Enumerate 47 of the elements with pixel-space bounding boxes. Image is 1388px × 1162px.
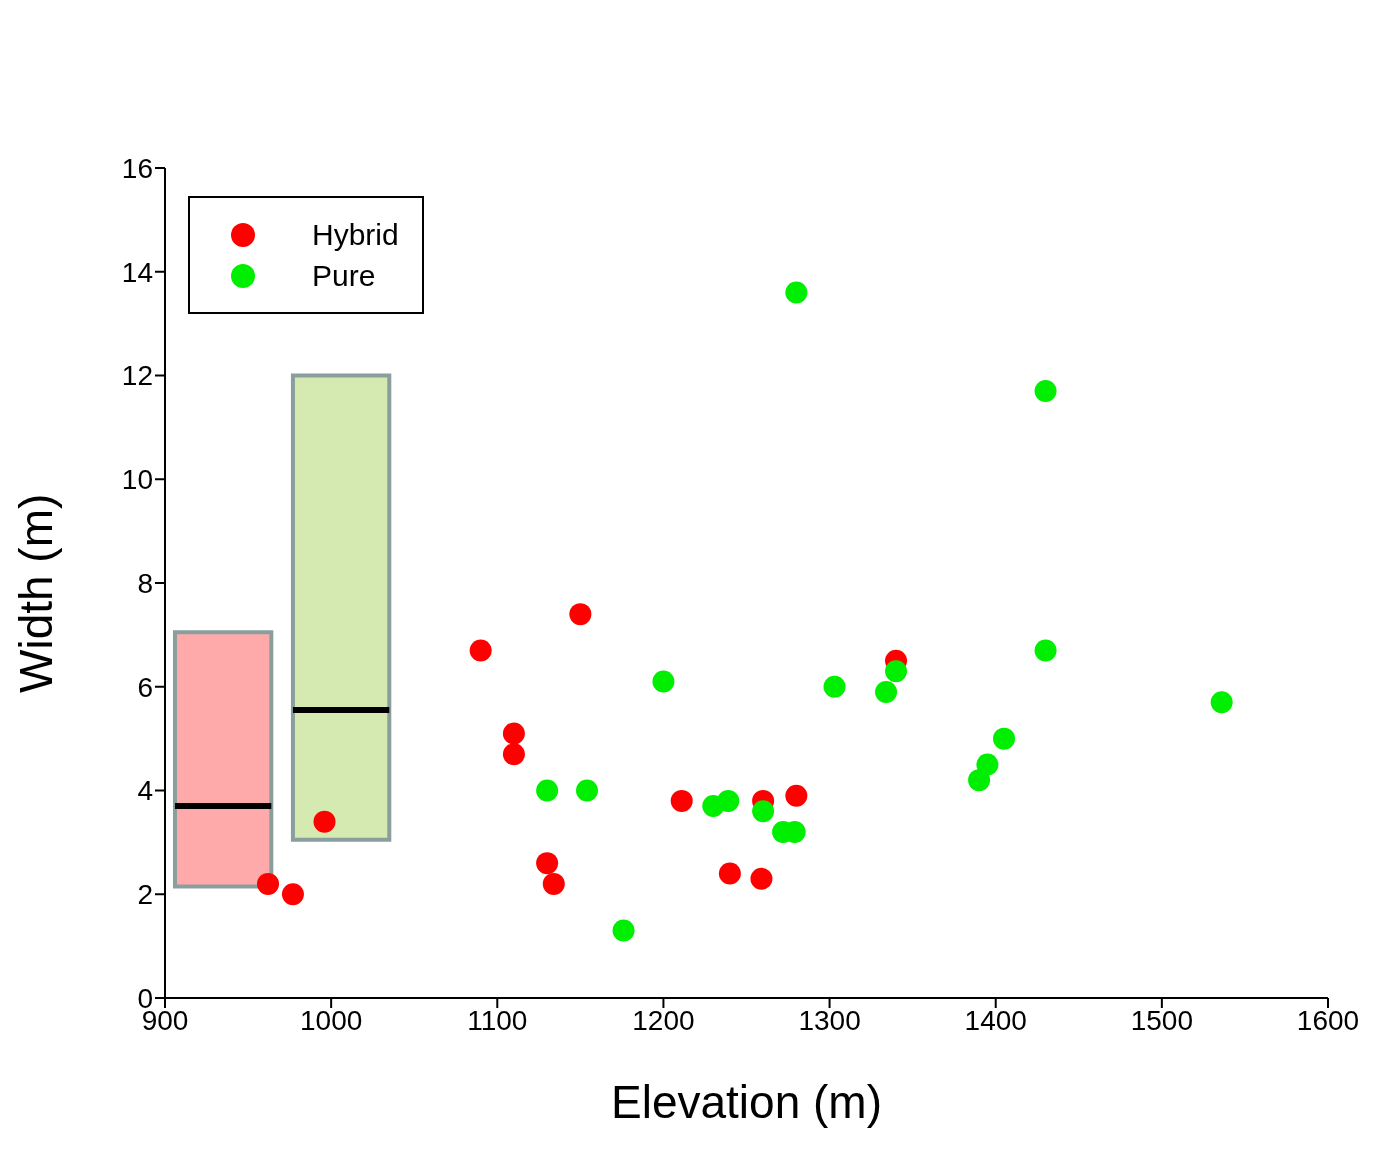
x-tick-label: 1400 (964, 1004, 1027, 1036)
point (652, 670, 675, 693)
point (1034, 380, 1057, 403)
point (670, 789, 693, 812)
point (469, 639, 492, 662)
point (785, 784, 808, 807)
point (536, 779, 559, 802)
point (993, 727, 1016, 750)
y-tick-label: 16 (121, 152, 153, 184)
legend-label: Pure (312, 258, 376, 293)
point (542, 872, 565, 895)
point (785, 281, 808, 304)
x-tick-label: 1600 (1296, 1004, 1360, 1036)
x-tick-label: 1500 (1130, 1004, 1194, 1036)
point (968, 769, 991, 792)
point (750, 867, 773, 890)
y-tick-label: 2 (137, 879, 153, 911)
point (502, 743, 525, 766)
point (885, 660, 908, 683)
point (823, 675, 846, 698)
point (536, 852, 559, 875)
point (502, 722, 525, 745)
point (612, 919, 635, 942)
x-axis-title: Elevation (m) (611, 1076, 882, 1128)
y-tick-label: 12 (121, 360, 153, 392)
point (1034, 639, 1057, 662)
y-axis-title: Width (m) (10, 493, 63, 693)
point (576, 779, 598, 802)
point (718, 862, 741, 885)
point (313, 810, 336, 833)
x-tick-label: 1100 (467, 1004, 528, 1036)
point (281, 883, 304, 906)
point (1210, 691, 1233, 714)
y-tick-label: 14 (121, 256, 153, 288)
x-tick-label: 1000 (299, 1004, 363, 1036)
point (717, 789, 740, 812)
y-tick-label: 6 (137, 671, 153, 703)
y-tick-label: 4 (137, 775, 153, 807)
y-tick-label: 8 (137, 567, 153, 599)
point (875, 680, 898, 703)
y-tick-label: 10 (121, 464, 153, 496)
x-tick-label: 1300 (798, 1004, 861, 1036)
point (569, 603, 592, 626)
point (257, 872, 280, 895)
x-tick-label: 1200 (632, 1004, 695, 1036)
point (752, 800, 775, 823)
legend-label: Hybrid (312, 217, 399, 252)
